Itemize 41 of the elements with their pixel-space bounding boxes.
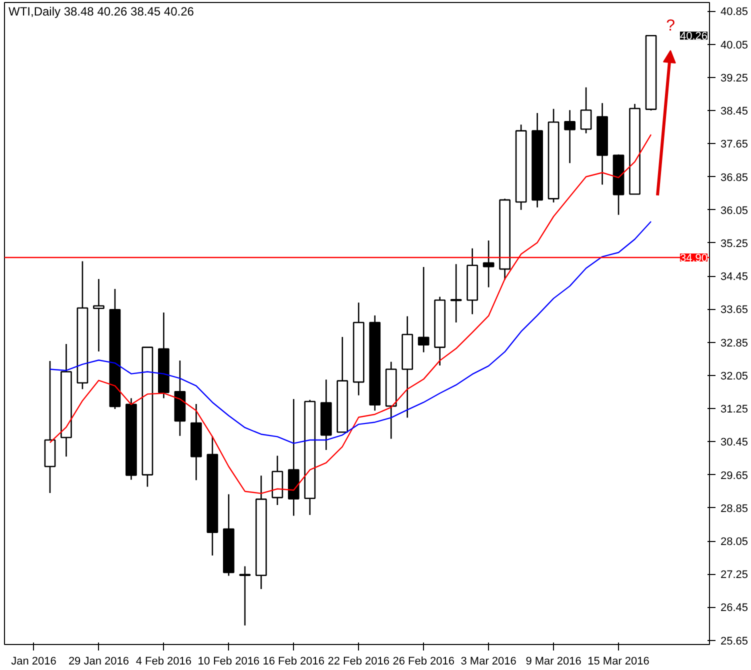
- y-tick-label: 40.05: [720, 39, 748, 52]
- x-tick-label: 22 Feb 2016: [328, 656, 390, 668]
- line-series: [49, 220, 652, 444]
- y-tick-label: 39.25: [720, 72, 748, 84]
- text: ?: [666, 18, 676, 34]
- x-tick-label: 16 Feb 2016: [262, 656, 325, 668]
- y-tick-label: 30.45: [720, 436, 748, 449]
- x-tick-label: 15 Mar 2016: [588, 656, 650, 668]
- x-tick-label: 29 Jan 2016: [68, 656, 129, 668]
- chart-title: WTI,Daily 38.48 40.26 38.45 40.26: [8, 4, 194, 18]
- x-tick-label: 9 Mar 2016: [526, 656, 582, 668]
- candlestick: [450, 263, 462, 324]
- y-tick-label: 29.65: [720, 470, 748, 482]
- y-tick-label: 34.45: [720, 271, 748, 284]
- y-tick-label: 40.85: [720, 6, 748, 18]
- y-tick-label: 32.05: [720, 370, 748, 382]
- candlestick: [564, 109, 576, 164]
- y-tick-label: 33.65: [720, 304, 748, 316]
- candlestick: [418, 266, 430, 353]
- x-tick-label: 3 Mar 2016: [460, 656, 516, 668]
- x-tick-label: Jan 2016: [11, 656, 56, 668]
- y-tick-label: 38.45: [720, 106, 748, 118]
- candlestick: [580, 86, 592, 134]
- y-tick-label: 28.05: [720, 536, 748, 548]
- y-tick-label: 26.45: [720, 602, 748, 614]
- candlestick: [239, 566, 251, 626]
- x-tick-label: 26 Feb 2016: [392, 656, 454, 668]
- y-tick-label: 31.25: [720, 404, 748, 416]
- candlestick: [482, 240, 494, 288]
- y-tick-label: 36.05: [720, 204, 748, 217]
- y-tick-label: 37.65: [720, 138, 748, 151]
- ref-line-label: 34.90: [680, 252, 708, 264]
- y-tick-label: 32.85: [720, 337, 748, 350]
- x-tick-label: 4 Feb 2016: [136, 656, 192, 668]
- y-tick-label: 35.25: [720, 238, 748, 250]
- x-tick-label: 10 Feb 2016: [198, 656, 260, 668]
- y-tick-label: 28.85: [720, 502, 748, 515]
- candlestick: [93, 278, 104, 352]
- y-tick-label: 36.85: [720, 172, 748, 184]
- y-tick-label: 27.25: [720, 569, 748, 582]
- y-tick-label: 25.65: [720, 635, 748, 648]
